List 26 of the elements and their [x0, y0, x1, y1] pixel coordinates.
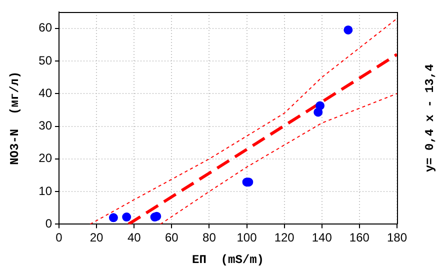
point — [108, 213, 118, 222]
text: y= 0,4 x - 13,4 — [423, 64, 438, 172]
point — [122, 212, 132, 222]
x-tick-label: 40 — [127, 230, 142, 245]
y-tick-label: 0 — [45, 216, 52, 231]
x-axis-title: ЕП (mS/m) — [192, 252, 264, 267]
point — [344, 25, 353, 34]
x-tick-label: 160 — [349, 230, 370, 245]
y-tick-label: 50 — [38, 53, 52, 68]
y-tick-label: 60 — [38, 20, 52, 35]
x-tick-label: 0 — [56, 230, 63, 245]
x-tick-label: 180 — [386, 230, 408, 245]
x-tick-label: 100 — [236, 230, 258, 245]
x-tick-label: 80 — [202, 230, 216, 245]
y-tick-label: 20 — [38, 151, 52, 166]
line-series — [90, 18, 397, 224]
x-tick-label: 140 — [312, 230, 332, 245]
y-tick-label: 30 — [38, 118, 52, 133]
point — [316, 101, 325, 110]
x-tick-label: 120 — [274, 230, 295, 245]
x-tick-label: 20 — [90, 230, 104, 245]
x-tick-label: 60 — [164, 230, 179, 245]
y-tick-label: 10 — [38, 184, 52, 198]
line-series — [160, 93, 397, 224]
y-axis-title: NO3-N (мг/л) — [8, 71, 22, 165]
y-tick-label: 40 — [38, 86, 52, 100]
